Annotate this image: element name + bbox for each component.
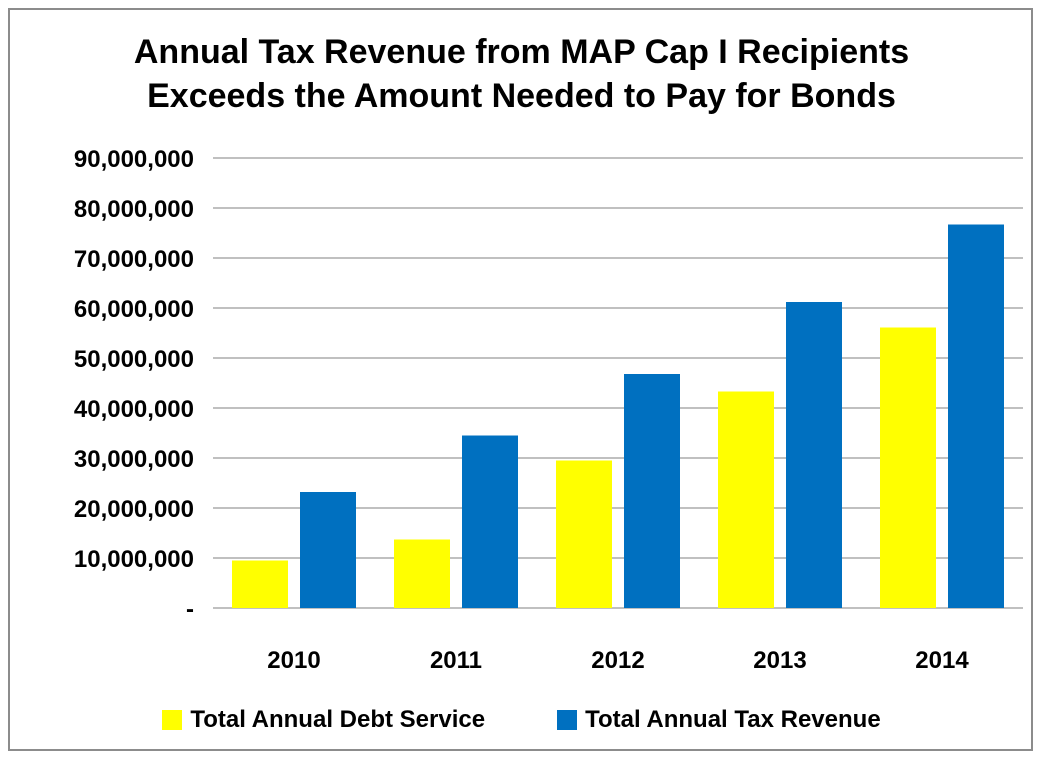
chart-frame (8, 8, 1033, 751)
bar-tax-revenue (462, 435, 518, 608)
x-tick-label: 2013 (753, 647, 806, 674)
legend-item-debt-service: Total Annual Debt Service (162, 706, 485, 734)
y-tick-label: 10,000,000 (74, 546, 194, 573)
y-tick-label: 60,000,000 (74, 296, 194, 323)
x-tick-label: 2011 (430, 647, 482, 674)
legend-swatch-blue (557, 710, 578, 730)
y-tick-label: 40,000,000 (74, 396, 194, 423)
bar-tax-revenue (300, 492, 356, 608)
bar-debt-service (718, 391, 774, 608)
bar-debt-service (394, 539, 450, 608)
bar-tax-revenue (786, 302, 842, 608)
bar-debt-service (556, 460, 612, 608)
y-tick-label: 80,000,000 (74, 196, 194, 223)
legend-swatch-yellow (162, 710, 183, 730)
x-axis: 2010 2011 2012 2013 2014 (267, 647, 969, 674)
bar-tax-revenue (948, 224, 1004, 608)
chart-title-block: Annual Tax Revenue from MAP Cap I Recipi… (0, 30, 1043, 118)
legend-item-tax-revenue: Total Annual Tax Revenue (557, 706, 881, 734)
y-tick-label: 50,000,000 (74, 346, 194, 373)
bar-tax-revenue (624, 374, 680, 608)
chart-subtitle: Exceeds the Amount Needed to Pay for Bon… (147, 77, 896, 115)
y-tick-label: 30,000,000 (74, 446, 194, 473)
y-tick-label: 70,000,000 (74, 246, 194, 273)
chart-title: Annual Tax Revenue from MAP Cap I Recipi… (133, 33, 910, 71)
legend-label-tax-revenue: Total Annual Tax Revenue (585, 706, 881, 733)
y-tick-label: 90,000,000 (74, 146, 194, 173)
y-tick-label: - (186, 596, 194, 623)
legend-label-debt-service: Total Annual Debt Service (190, 706, 486, 733)
legend: Total Annual Debt Service Total Annual T… (0, 706, 1043, 734)
x-tick-label: 2014 (915, 647, 969, 674)
x-tick-label: 2012 (591, 647, 644, 674)
y-tick-label: 20,000,000 (74, 496, 194, 523)
y-axis: - 10,000,000 20,000,000 30,000,000 40,000,00… (74, 146, 194, 623)
x-tick-label: 2010 (267, 647, 320, 674)
bar-debt-service (232, 560, 288, 608)
bar-debt-service (880, 327, 936, 608)
bars (232, 224, 1004, 608)
